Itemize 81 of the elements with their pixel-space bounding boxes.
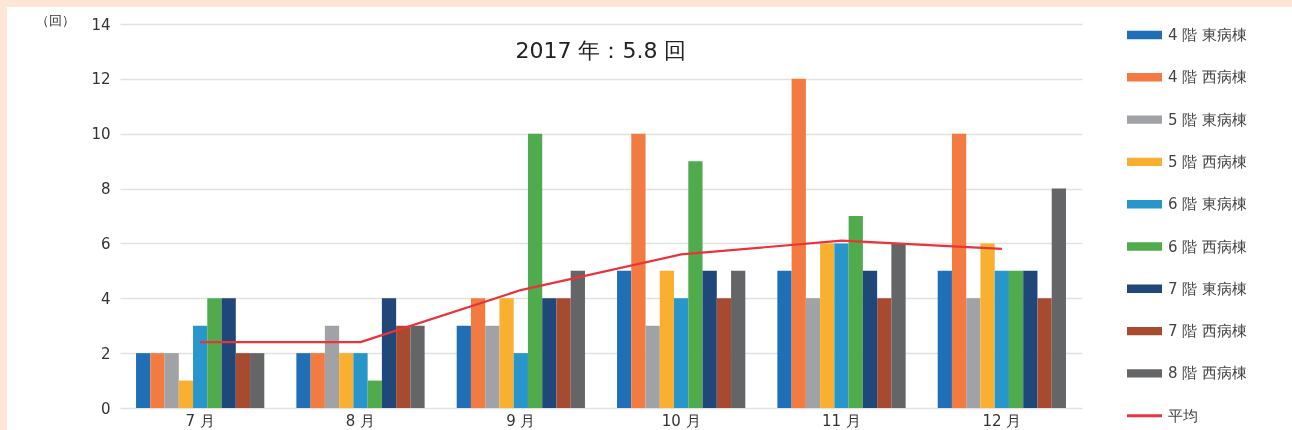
x-tick-label: 12 月: [982, 411, 1022, 430]
bar: [513, 353, 528, 408]
legend-label: 4 階 西病棟: [1168, 68, 1248, 87]
bar: [820, 243, 835, 408]
bar: [221, 298, 236, 408]
bar: [499, 298, 514, 408]
text: 2017 年：5.8 回: [515, 38, 687, 63]
bar: [470, 298, 486, 408]
legend-label: 6 階 東病棟: [1168, 195, 1248, 214]
bar: [1008, 270, 1024, 408]
x-tick-label: 7 月: [185, 411, 215, 430]
bar: [702, 270, 717, 408]
line-series: [199, 239, 1003, 344]
bar: [485, 325, 500, 408]
bar: [296, 353, 311, 408]
legend-label: 7 階 西病棟: [1168, 322, 1248, 341]
bar: [353, 353, 368, 408]
x-tick-label: 10 月: [661, 411, 701, 430]
bar: [310, 353, 325, 408]
bar: [731, 270, 746, 408]
bar: [164, 353, 179, 408]
bar: [178, 380, 194, 408]
bar: [381, 298, 397, 408]
bar: [150, 353, 165, 408]
bar: [1051, 188, 1066, 408]
bar: [848, 216, 863, 408]
bar: [791, 78, 806, 408]
bar: [834, 243, 849, 408]
bar: [688, 161, 703, 408]
bar: [324, 325, 340, 408]
x-tick-label: 11 月: [822, 411, 861, 430]
y-tick-label: 10: [91, 125, 111, 144]
bar: [367, 380, 382, 408]
y-tick-label: 8: [100, 180, 111, 199]
legend-label: 7 階 東病棟: [1168, 279, 1248, 298]
bar: [410, 325, 425, 408]
bar: [193, 325, 208, 408]
bar: [951, 133, 967, 408]
bar: [777, 270, 792, 408]
bar: [674, 298, 689, 408]
y-axis-title: （回）: [36, 12, 75, 28]
bar: [994, 270, 1009, 408]
bar: [556, 298, 571, 408]
legend-label: 5 階 西病棟: [1168, 152, 1248, 171]
x-tick-label: 8 月: [345, 411, 376, 430]
x-tick-label: 9 月: [506, 411, 536, 430]
legend-label: 5 階 東病棟: [1168, 110, 1248, 129]
bar: [542, 298, 557, 408]
bar: [877, 298, 892, 408]
bar: [617, 270, 632, 408]
bar: [456, 325, 471, 408]
y-tick-label: 14: [91, 15, 111, 34]
bar: [235, 353, 251, 408]
bar: [250, 353, 265, 408]
bar: [1037, 298, 1052, 408]
bar: [937, 270, 952, 408]
bar: [631, 133, 646, 408]
bar: [980, 243, 995, 408]
y-tick-label: 0: [100, 399, 111, 418]
bar: [805, 298, 821, 408]
y-tick-label: 4: [100, 289, 111, 308]
y-tick-label: 2: [100, 344, 111, 363]
bar: [1023, 270, 1038, 408]
legend-label: 4 階 東病棟: [1168, 26, 1248, 44]
bar: [966, 298, 981, 408]
bar: [396, 325, 411, 408]
legend-label: 8 階 西病棟: [1168, 364, 1248, 383]
bar: [136, 353, 151, 408]
y-tick-label: 12: [91, 70, 111, 89]
legend-label: 6 階 西病棟: [1168, 237, 1248, 256]
bar: [716, 298, 732, 408]
bar: [862, 270, 878, 408]
y-tick-label: 6: [100, 234, 111, 253]
bar: [339, 353, 354, 408]
bar: [207, 298, 222, 408]
legend-label: 平均: [1168, 406, 1198, 425]
bar: [570, 270, 585, 408]
bar: [645, 325, 660, 408]
bar: [891, 243, 906, 408]
bar: [659, 270, 675, 408]
bar: [527, 133, 543, 408]
